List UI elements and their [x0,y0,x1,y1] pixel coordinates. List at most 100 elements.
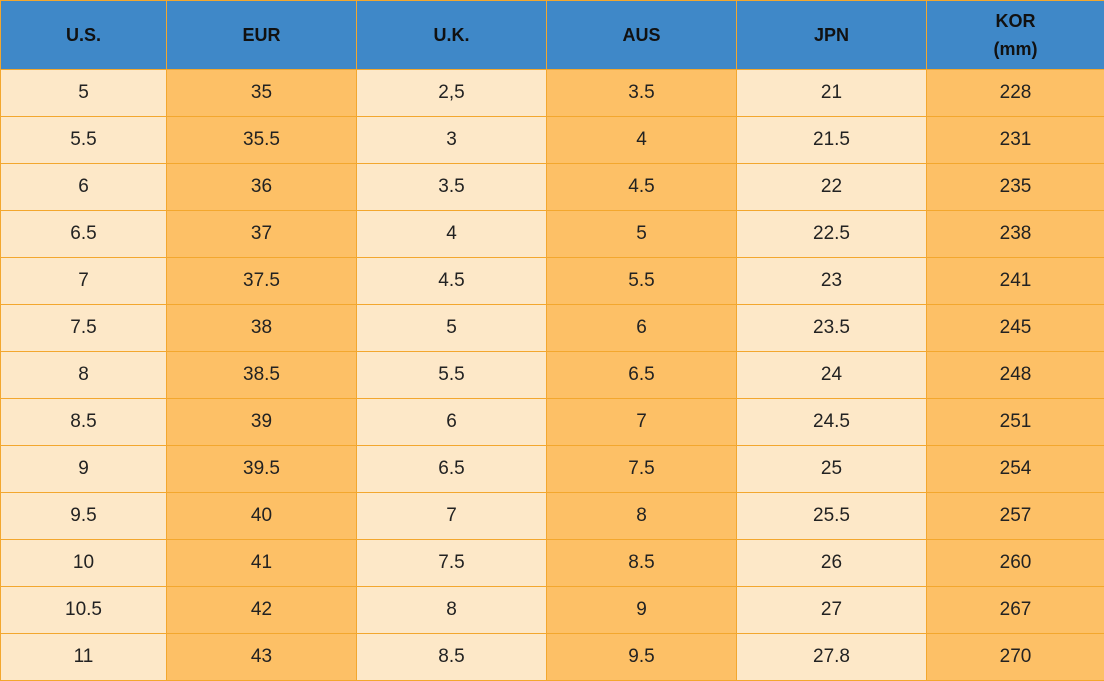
table-cell: 43 [167,634,357,681]
header-text: JPN [814,21,849,49]
table-cell: 5.5 [1,117,167,164]
table-cell: 270 [927,634,1104,681]
table-cell: 241 [927,258,1104,305]
table-cell: 7.5 [547,446,737,493]
table-cell: 4.5 [547,164,737,211]
table-cell: 21 [737,70,927,117]
header-row: U.S.EUR U.K. AUS JPN KOR (mm) [1,1,1104,70]
table-cell: 38 [167,305,357,352]
table-cell: 5 [357,305,547,352]
table-cell: 6.5 [1,211,167,258]
table-cell: 7 [1,258,167,305]
table-cell: 231 [927,117,1104,164]
table-cell: 37 [167,211,357,258]
header-cell: AUS [547,1,737,70]
table-cell: 11 [1,634,167,681]
table-cell: 245 [927,305,1104,352]
table-cell: 10 [1,540,167,587]
table-cell: 23.5 [737,305,927,352]
table-cell: 9.5 [1,493,167,540]
table-cell: 257 [927,493,1104,540]
table-cell: 25.5 [737,493,927,540]
table-cell: 6 [1,164,167,211]
table-cell: 7 [547,399,737,446]
table-cell: 8 [547,493,737,540]
table-cell: 22 [737,164,927,211]
table-cell: 36 [167,164,357,211]
table-cell: 24.5 [737,399,927,446]
header-cell: EUR [167,1,357,70]
header-text: AUS [622,21,660,49]
header-cell: JPN [737,1,927,70]
table-cell: 22.5 [737,211,927,258]
table-cell: 8.5 [547,540,737,587]
table-cell: 4 [547,117,737,164]
table-cell: 5.5 [357,352,547,399]
table-cell: 5 [547,211,737,258]
table-cell: 235 [927,164,1104,211]
header-cell: U.K. [357,1,547,70]
table-cell: 4 [357,211,547,258]
table-cell: 8.5 [1,399,167,446]
table-cell: 6 [547,305,737,352]
table-cell: 228 [927,70,1104,117]
table-cell: 9 [547,587,737,634]
table-cell: 8.5 [357,634,547,681]
table-cell: 42 [167,587,357,634]
header-text: U.K. [434,21,470,49]
table-cell: 6 [357,399,547,446]
table-cell: 267 [927,587,1104,634]
table-cell: 260 [927,540,1104,587]
table-cell: 254 [927,446,1104,493]
table-cell: 6.5 [357,446,547,493]
table-cell: 2,5 [357,70,547,117]
table-cell: 9 [1,446,167,493]
table-cell: 7.5 [1,305,167,352]
table-cell: 8 [357,587,547,634]
table-cell: 3.5 [357,164,547,211]
table-cell: 5.5 [547,258,737,305]
table-cell: 35.5 [167,117,357,164]
table-cell: 5 [1,70,167,117]
table-cell: 26 [737,540,927,587]
table-cell: 39.5 [167,446,357,493]
table-cell: 3 [357,117,547,164]
table-cell: 251 [927,399,1104,446]
table-cell: 25 [737,446,927,493]
table-cell: 40 [167,493,357,540]
table-cell: 21.5 [737,117,927,164]
table-cell: 248 [927,352,1104,399]
table-cell: 39 [167,399,357,446]
header-cell: U.S. [1,1,167,70]
table-cell: 41 [167,540,357,587]
table-cell: 38.5 [167,352,357,399]
table-cell: 238 [927,211,1104,258]
table-cell: 24 [737,352,927,399]
header-cell: KOR (mm) [927,1,1104,70]
table-cell: 4.5 [357,258,547,305]
table-cell: 7.5 [357,540,547,587]
table-cell: 3.5 [547,70,737,117]
table-cell: 9.5 [547,634,737,681]
table-cell: 35 [167,70,357,117]
table-cell: 8 [1,352,167,399]
table-cell: 7 [357,493,547,540]
table-cell: 23 [737,258,927,305]
table-cell: 27.8 [737,634,927,681]
